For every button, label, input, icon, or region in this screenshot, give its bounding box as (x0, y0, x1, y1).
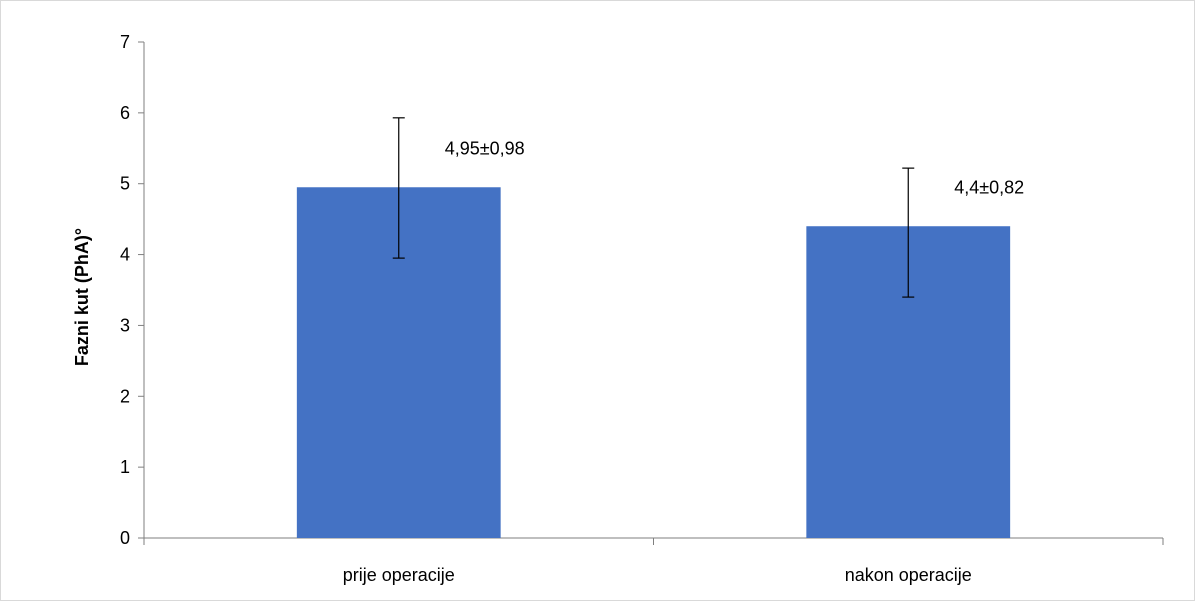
data-labels: 4,95±0,98 4,4±0,82 (445, 138, 1024, 197)
y-tick-label: 0 (120, 528, 130, 548)
y-tick-label: 2 (120, 386, 130, 406)
bars (296, 187, 1011, 538)
data-label: 4,95±0,98 (445, 138, 525, 158)
x-category-label: nakon operacije (845, 565, 972, 585)
y-tick-label: 6 (120, 103, 130, 123)
y-axis: 0 1 2 3 4 5 6 7 (120, 32, 145, 548)
y-axis-title: Fazni kut (PhA)° (72, 228, 92, 366)
y-tick-label: 3 (120, 315, 130, 335)
y-tick-label: 1 (120, 457, 130, 477)
data-label: 4,4±0,82 (954, 177, 1024, 197)
x-axis: prije operacije nakon operacije (143, 537, 1164, 585)
y-tick-label: 4 (120, 245, 130, 265)
y-tick-label: 5 (120, 174, 130, 194)
error-bars (392, 117, 915, 298)
x-category-label: prije operacije (343, 565, 455, 585)
y-tick-label: 7 (120, 32, 130, 52)
